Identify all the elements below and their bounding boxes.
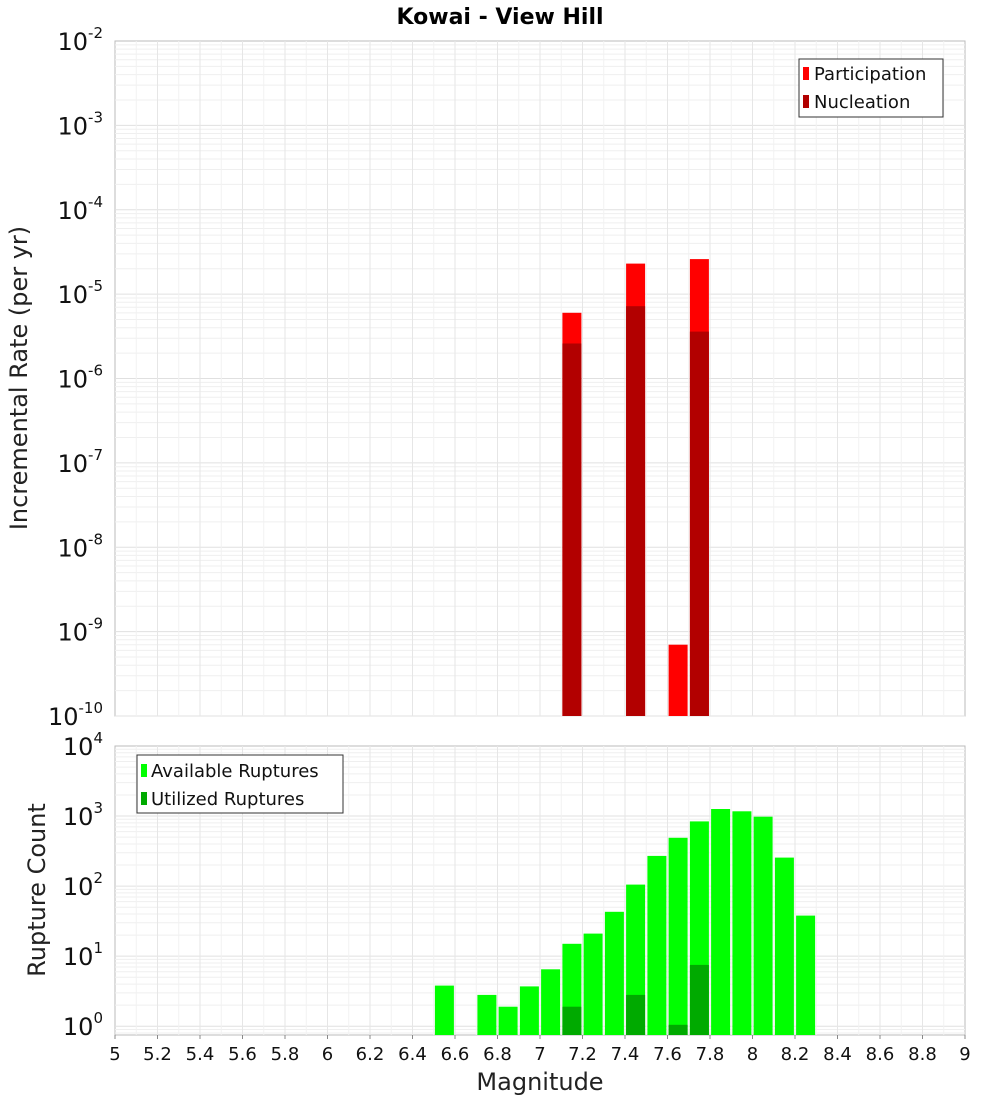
x-tick-label: 6 — [322, 1044, 333, 1065]
bar-available-ruptures — [711, 809, 731, 1035]
bar-available-ruptures — [434, 985, 454, 1035]
bottom-legend-box — [136, 754, 344, 814]
x-tick-label: 5.2 — [143, 1044, 172, 1065]
y-tick-label: 10-10 — [48, 699, 103, 731]
x-tick-label: 6.4 — [398, 1044, 427, 1065]
bottom-y-axis-label: Rupture Count — [23, 803, 51, 977]
y-tick-label: 10-6 — [57, 362, 103, 394]
legend-label-utilized: Utilized Ruptures — [151, 789, 304, 810]
y-tick-label: 10-3 — [57, 108, 103, 140]
x-tick-label: 8.6 — [866, 1044, 895, 1065]
bottom-panel: 100 101 102 103 104 5 5.2 5.4 5.6 5.8 6 6.2 6.4 6.6 6… — [23, 729, 971, 1096]
x-tick-label: 8 — [747, 1044, 758, 1065]
bottom-y-ticks: 100 101 102 103 104 — [63, 729, 103, 1041]
x-tick-label: 5 — [109, 1044, 120, 1065]
bar-utilized-ruptures — [689, 964, 709, 1035]
top-bars — [562, 259, 709, 716]
y-tick-label: 101 — [63, 939, 103, 971]
x-tick-label: 7.2 — [568, 1044, 597, 1065]
top-gridlines — [115, 41, 965, 717]
y-tick-label: 102 — [63, 869, 103, 901]
bottom-legend: Available Ruptures Utilized Ruptures — [136, 754, 344, 814]
x-tick-label: 8.2 — [781, 1044, 810, 1065]
bar-utilized-ruptures — [626, 994, 646, 1035]
legend-swatch-participation — [803, 67, 809, 80]
top-legend: Participation Nucleation — [798, 58, 944, 118]
x-tick-label: 9 — [959, 1044, 970, 1065]
y-tick-label: 10-2 — [57, 24, 103, 56]
x-tick-label: 5.6 — [228, 1044, 257, 1065]
bar-nucleation — [626, 306, 646, 716]
bar-available-ruptures — [774, 857, 794, 1035]
x-tick-label: 5.4 — [186, 1044, 215, 1065]
x-tick-label: 6.6 — [441, 1044, 470, 1065]
x-tick-label: 7.6 — [653, 1044, 682, 1065]
chart-title: Kowai - View Hill — [396, 5, 603, 30]
bar-nucleation — [562, 343, 582, 716]
bar-available-ruptures — [753, 816, 773, 1035]
top-panel: 10-10 10-9 10-8 10-7 10-6 10-5 10-4 10-3 10-2 In… — [5, 24, 966, 731]
bar-available-ruptures — [541, 969, 561, 1035]
bar-participation — [668, 644, 688, 716]
bar-available-ruptures — [477, 994, 497, 1035]
bar-available-ruptures — [796, 915, 816, 1035]
x-tick-label: 5.8 — [271, 1044, 300, 1065]
y-tick-label: 10-8 — [57, 530, 103, 562]
x-tick-label: 7.4 — [611, 1044, 640, 1065]
bar-available-ruptures — [732, 811, 752, 1035]
bar-nucleation — [689, 331, 709, 716]
x-axis-label: Magnitude — [476, 1068, 603, 1096]
top-legend-box — [798, 58, 944, 118]
legend-label-participation: Participation — [814, 64, 926, 85]
bottom-bars — [434, 809, 816, 1035]
legend-label-available: Available Ruptures — [151, 761, 319, 782]
x-tick-label: 6.2 — [356, 1044, 385, 1065]
legend-swatch-available — [141, 764, 147, 777]
y-tick-label: 10-4 — [57, 193, 103, 225]
x-tick-label: 6.8 — [483, 1044, 512, 1065]
x-tick-label: 7 — [534, 1044, 545, 1065]
legend-swatch-nucleation — [803, 95, 809, 108]
y-tick-label: 100 — [63, 1009, 103, 1041]
y-tick-label: 10-7 — [57, 446, 103, 478]
bar-utilized-ruptures — [668, 1024, 688, 1035]
bar-available-ruptures — [519, 986, 539, 1035]
bar-available-ruptures — [583, 933, 603, 1035]
top-y-ticks: 10-10 10-9 10-8 10-7 10-6 10-5 10-4 10-3 10-2 — [48, 24, 103, 731]
x-tick-label: 8.8 — [908, 1044, 937, 1065]
x-tick-label: 8.4 — [823, 1044, 852, 1065]
bar-available-ruptures — [668, 837, 688, 1035]
legend-label-nucleation: Nucleation — [814, 92, 910, 113]
x-tick-label: 7.8 — [696, 1044, 725, 1065]
y-tick-label: 103 — [63, 799, 103, 831]
bar-available-ruptures — [498, 1006, 518, 1035]
y-tick-label: 10-5 — [57, 277, 103, 309]
x-ticks: 5 5.2 5.4 5.6 5.8 6 6.2 6.4 6.6 6.8 7 7.2 7.4 7.6 7.8 8… — [109, 1035, 971, 1065]
y-tick-label: 10-9 — [57, 615, 103, 647]
y-tick-label: 104 — [63, 729, 103, 761]
bar-available-ruptures — [604, 911, 624, 1035]
top-y-axis-label: Incremental Rate (per yr) — [5, 226, 33, 530]
bar-available-ruptures — [647, 855, 667, 1035]
legend-swatch-utilized — [141, 792, 147, 805]
bar-utilized-ruptures — [562, 1006, 582, 1035]
